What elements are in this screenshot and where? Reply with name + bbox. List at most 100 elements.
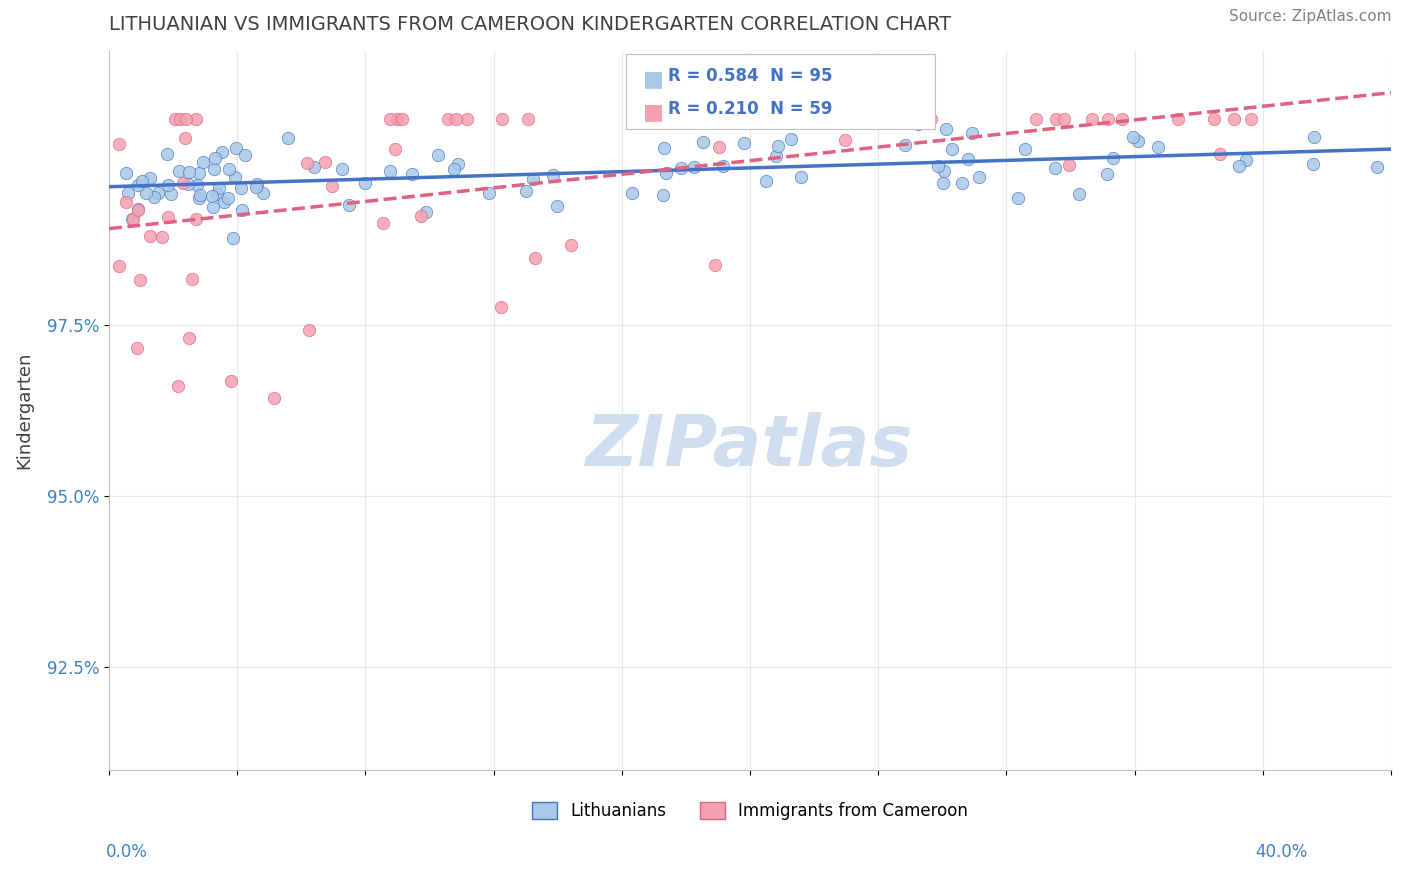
Point — [224, 170, 246, 185]
Point — [121, 211, 143, 226]
Point — [411, 209, 433, 223]
Point — [1043, 161, 1066, 176]
Point — [169, 112, 191, 127]
Point — [222, 231, 245, 245]
Point — [671, 161, 693, 175]
Point — [166, 379, 188, 393]
Point — [380, 164, 402, 178]
Point — [202, 201, 225, 215]
Point — [115, 195, 138, 210]
Point — [184, 112, 207, 127]
Point — [621, 186, 644, 200]
Point — [219, 374, 242, 388]
Point — [935, 122, 957, 136]
Point — [1240, 112, 1263, 127]
Text: 40.0%: 40.0% — [1256, 843, 1308, 861]
Text: R = 0.584  N = 95: R = 0.584 N = 95 — [668, 67, 832, 85]
Point — [932, 176, 955, 190]
Point — [188, 191, 211, 205]
Text: ■: ■ — [643, 70, 664, 89]
Point — [211, 145, 233, 160]
Point — [1014, 142, 1036, 156]
Point — [1147, 139, 1170, 153]
Point — [427, 148, 450, 162]
Point — [188, 166, 211, 180]
Point — [157, 211, 180, 225]
Point — [295, 156, 318, 170]
Point — [150, 230, 173, 244]
Point — [437, 112, 460, 127]
Point — [447, 157, 470, 171]
Point — [927, 160, 949, 174]
Point — [960, 126, 983, 140]
Point — [231, 203, 253, 218]
Point — [560, 237, 582, 252]
Point — [491, 300, 513, 314]
Point — [138, 229, 160, 244]
Point — [755, 174, 778, 188]
Point — [122, 212, 145, 227]
Point — [443, 161, 465, 176]
Point — [127, 202, 149, 216]
Point — [766, 138, 789, 153]
Point — [337, 197, 360, 211]
Point — [541, 168, 564, 182]
Y-axis label: Kindergarten: Kindergarten — [15, 351, 32, 469]
Point — [172, 176, 194, 190]
Point — [184, 211, 207, 226]
Point — [157, 178, 180, 192]
Point — [834, 133, 856, 147]
Point — [167, 163, 190, 178]
Point — [321, 179, 343, 194]
Point — [217, 191, 239, 205]
Point — [107, 136, 129, 151]
Point — [146, 186, 169, 200]
Point — [180, 271, 202, 285]
Point — [142, 190, 165, 204]
Point — [1128, 134, 1150, 148]
Point — [177, 165, 200, 179]
Point — [1007, 191, 1029, 205]
Point — [920, 112, 942, 127]
Point — [905, 112, 928, 127]
Point — [934, 164, 956, 178]
Point — [704, 258, 727, 272]
Point — [202, 162, 225, 177]
Point — [330, 162, 353, 177]
Point — [304, 160, 326, 174]
Point — [127, 203, 149, 218]
Text: ■: ■ — [643, 103, 664, 122]
Point — [692, 135, 714, 149]
Point — [1069, 187, 1091, 202]
Point — [1097, 167, 1119, 181]
Point — [186, 178, 208, 193]
Point — [129, 273, 152, 287]
Point — [655, 166, 678, 180]
Point — [1227, 159, 1250, 173]
Point — [380, 112, 402, 127]
Point — [652, 141, 675, 155]
Legend: Lithuanians, Immigrants from Cameroon: Lithuanians, Immigrants from Cameroon — [526, 795, 974, 826]
Point — [1111, 112, 1133, 127]
Point — [177, 330, 200, 344]
Point — [765, 149, 787, 163]
Point — [1367, 160, 1389, 174]
Point — [131, 174, 153, 188]
Point — [652, 188, 675, 202]
Point — [138, 170, 160, 185]
Point — [212, 195, 235, 210]
Point — [385, 112, 408, 127]
Point — [127, 178, 149, 192]
Point — [733, 136, 755, 150]
Text: Source: ZipAtlas.com: Source: ZipAtlas.com — [1229, 9, 1392, 24]
Point — [894, 138, 917, 153]
Point — [401, 167, 423, 181]
Point — [245, 180, 267, 194]
Point — [491, 112, 513, 127]
Point — [193, 155, 215, 169]
Point — [205, 187, 228, 202]
Point — [941, 142, 963, 156]
Point — [190, 187, 212, 202]
Point — [108, 260, 131, 274]
Point — [174, 131, 197, 145]
